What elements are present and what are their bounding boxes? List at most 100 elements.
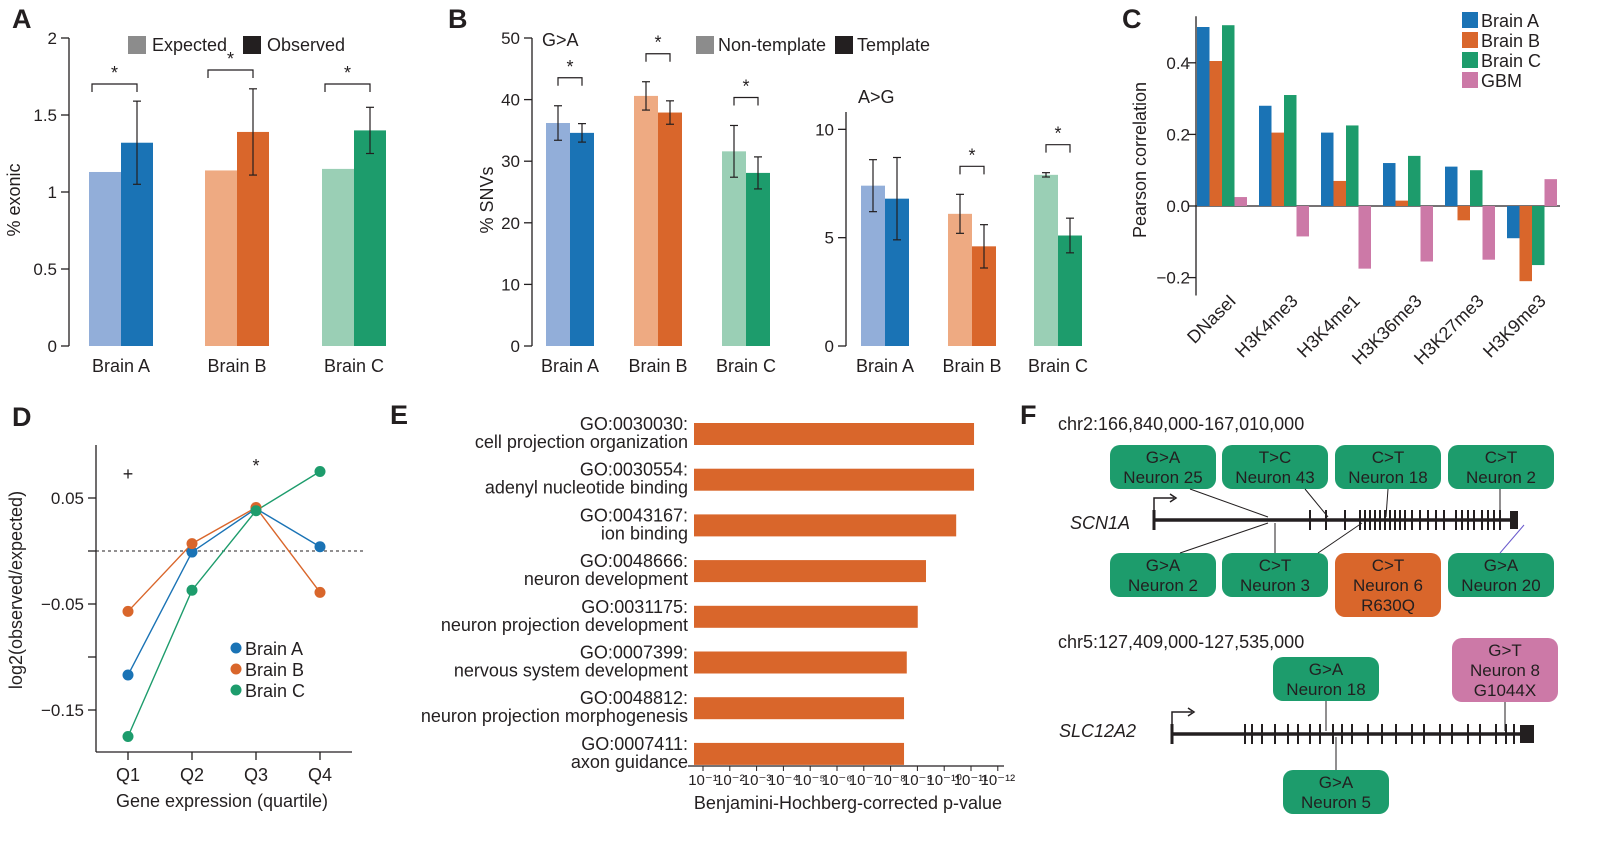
panel-label-d: D xyxy=(12,402,32,432)
go-term: neuron projection development xyxy=(441,615,688,635)
legend-label: Brain B xyxy=(245,660,304,680)
mutation-label: G>A xyxy=(1319,773,1354,792)
go-term: ion binding xyxy=(601,523,688,543)
bar-gbm xyxy=(1544,179,1557,206)
locus1-coords: chr2:166,840,000-167,010,000 xyxy=(1058,414,1304,434)
y-tick-label: 20 xyxy=(501,214,520,233)
bars: * * * xyxy=(89,49,386,346)
axes: −0.15 −0.05 0.05 Q1 Q2 Q3 Q4 xyxy=(41,445,364,785)
bar-non-template xyxy=(634,95,658,347)
go-term: nervous system development xyxy=(454,661,688,681)
bar-brain-c xyxy=(1346,125,1359,206)
category-label: Brain A xyxy=(92,356,150,376)
x-axis: 10⁻¹10⁻²10⁻³10⁻⁴10⁻⁵10⁻⁶10⁻⁷10⁻⁸10⁻⁹10⁻¹… xyxy=(688,765,1016,789)
go-id: GO:0048812: xyxy=(580,688,688,708)
y-axis: 0 10 20 30 40 50 xyxy=(501,29,533,356)
mutation-label: G>A xyxy=(1484,556,1519,575)
bar-brain-c xyxy=(1532,206,1545,266)
category-labels: Brain A Brain B Brain C xyxy=(856,356,1088,376)
y-tick-label: 5 xyxy=(825,229,834,248)
category-label: Brain C xyxy=(1028,356,1088,376)
bar-expected xyxy=(205,170,237,346)
category-label: Brain B xyxy=(628,356,687,376)
y-tick-label: −0.15 xyxy=(41,701,84,720)
x-tick-label: 10⁻² xyxy=(715,772,745,789)
bar-brain-a xyxy=(1383,163,1396,206)
category-label: Brain B xyxy=(207,356,266,376)
legend-swatch xyxy=(1462,12,1478,28)
x-tick-label: 10⁻³ xyxy=(742,772,772,789)
bar xyxy=(694,742,905,765)
significance-bracket xyxy=(1045,144,1071,153)
annotation-ga: G>A xyxy=(542,30,579,50)
y-axis-label: % exonic xyxy=(4,163,24,236)
bar xyxy=(694,560,926,583)
y-tick-label: 0 xyxy=(511,337,520,356)
go-id: GO:0030554: xyxy=(580,460,688,480)
x-tick-label: 10⁻¹² xyxy=(981,772,1016,789)
significance-star: * xyxy=(227,49,234,69)
x-tick-label: 10⁻⁸ xyxy=(875,772,906,789)
legend-label: GBM xyxy=(1481,71,1522,91)
mutation-label: G1044X xyxy=(1474,681,1536,700)
connector-line xyxy=(1304,488,1329,518)
connector-line xyxy=(1189,488,1269,518)
bar-template xyxy=(570,132,594,346)
significance-bracket xyxy=(959,165,985,175)
mutation-label: C>T xyxy=(1259,556,1292,575)
significance-star: * xyxy=(566,57,573,77)
legend-label: Brain A xyxy=(245,639,303,659)
go-term: adenyl nucleotide binding xyxy=(485,478,688,498)
bar-non-template xyxy=(948,213,972,346)
data-point xyxy=(314,466,326,477)
significance-bracket xyxy=(557,77,583,86)
y-tick-label: 0 xyxy=(48,337,57,356)
go-term: neuron projection morphogenesis xyxy=(421,706,688,726)
legend-label: Brain C xyxy=(1481,51,1541,71)
mutation-label: Neuron 6 xyxy=(1353,576,1423,595)
x-tick-label: 10⁻⁷ xyxy=(849,772,879,789)
significance-star: * xyxy=(344,63,351,83)
bar-brain-a xyxy=(1507,206,1520,239)
mutation-label: Neuron 20 xyxy=(1461,576,1540,595)
legend-swatch xyxy=(1462,52,1478,68)
legend-marker xyxy=(230,684,242,696)
mutation-box-bg xyxy=(1448,553,1554,597)
go-id: GO:0031175: xyxy=(581,597,688,617)
y-axis: 0 5 10 xyxy=(815,112,847,356)
y-axis: −0.2 0.0 0.2 0.4 xyxy=(1156,16,1560,296)
panel-label-f: F xyxy=(1020,400,1037,430)
go-term: axon guidance xyxy=(571,752,688,772)
bar-brain-b xyxy=(1395,200,1408,206)
series-line xyxy=(127,507,321,676)
annotation-star: * xyxy=(252,456,259,476)
mutation-label: Neuron 8 xyxy=(1470,661,1540,680)
y-axis-label: % SNVs xyxy=(477,166,497,233)
mutation-label: G>A xyxy=(1146,556,1181,575)
significance-bracket xyxy=(324,83,371,92)
legend: Expected Observed xyxy=(128,35,345,55)
mutation-box-bg xyxy=(1273,657,1379,701)
bars xyxy=(1197,25,1557,282)
category-label: H3K9me3 xyxy=(1479,291,1550,362)
connector-line xyxy=(1499,524,1525,554)
mutation-box-bg xyxy=(1222,445,1328,489)
bar-brain-c xyxy=(1470,170,1483,206)
bar-brain-c xyxy=(1222,25,1235,207)
data-point xyxy=(250,505,262,517)
mutation-label: Neuron 25 xyxy=(1123,468,1202,487)
x-tick-label: Q3 xyxy=(244,765,268,785)
panel-label-b: B xyxy=(448,4,468,34)
legend-swatch-expected xyxy=(128,36,146,54)
panel-e: E Benjamini-Hochberg-corrected p-value G… xyxy=(390,400,1015,813)
significance-bracket xyxy=(645,53,671,62)
x-tick-label: Q1 xyxy=(116,765,140,785)
category-label: Brain C xyxy=(324,356,384,376)
